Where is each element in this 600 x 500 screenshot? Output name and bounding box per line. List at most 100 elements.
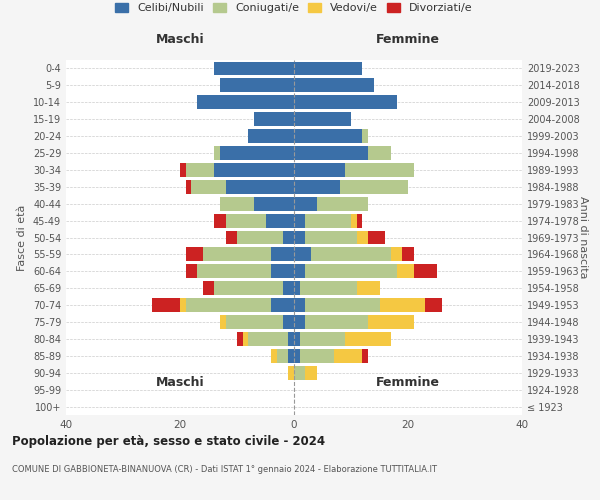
Bar [186,163,214,177]
Bar [220,78,294,92]
Bar [294,282,300,295]
Bar [283,315,294,329]
Bar [197,264,271,278]
Bar [294,264,305,278]
Bar [214,214,226,228]
Bar [151,298,180,312]
Bar [254,197,294,210]
Bar [294,112,351,126]
Bar [294,96,397,109]
Bar [294,197,317,210]
Bar [186,298,271,312]
Bar [220,146,294,160]
Bar [294,230,305,244]
Bar [289,366,294,380]
Text: Maschi: Maschi [155,376,205,389]
Text: Femmine: Femmine [376,33,440,46]
Bar [362,349,368,363]
Bar [414,264,437,278]
Bar [356,230,368,244]
Bar [294,366,305,380]
Bar [294,315,305,329]
Bar [311,248,391,262]
Bar [340,180,408,194]
Bar [356,214,362,228]
Bar [186,180,191,194]
Bar [226,315,283,329]
Bar [305,315,368,329]
Bar [294,248,311,262]
Bar [356,282,380,295]
Bar [289,349,294,363]
Bar [397,264,414,278]
Bar [226,180,294,194]
Y-axis label: Fasce di età: Fasce di età [17,204,27,270]
Bar [362,129,368,143]
Bar [203,282,214,295]
Bar [237,332,242,346]
Bar [294,163,346,177]
Bar [271,298,294,312]
Bar [186,248,203,262]
Y-axis label: Anni di nascita: Anni di nascita [578,196,588,279]
Bar [271,264,294,278]
Bar [294,214,305,228]
Bar [248,129,294,143]
Bar [368,230,385,244]
Bar [346,332,391,346]
Bar [294,129,362,143]
Bar [403,248,414,262]
Bar [305,366,317,380]
Bar [334,349,362,363]
Bar [220,315,226,329]
Bar [300,349,334,363]
Bar [368,146,391,160]
Bar [351,214,356,228]
Bar [294,298,305,312]
Bar [214,282,283,295]
Bar [271,349,277,363]
Text: COMUNE DI GABBIONETA-BINANUOVA (CR) - Dati ISTAT 1° gennaio 2024 - Elaborazione : COMUNE DI GABBIONETA-BINANUOVA (CR) - Da… [12,465,437,474]
Bar [305,264,397,278]
Bar [317,197,368,210]
Text: Maschi: Maschi [155,33,205,46]
Bar [197,96,294,109]
Bar [243,332,248,346]
Bar [289,332,294,346]
Bar [300,332,346,346]
Bar [226,230,237,244]
Bar [226,214,265,228]
Bar [248,332,289,346]
Text: Femmine: Femmine [376,376,440,389]
Bar [305,214,351,228]
Bar [305,298,380,312]
Bar [380,298,425,312]
Bar [237,230,283,244]
Bar [271,248,294,262]
Bar [214,62,294,76]
Bar [191,180,226,194]
Bar [186,264,197,278]
Bar [368,315,414,329]
Legend: Celibi/Nubili, Coniugati/e, Vedovi/e, Divorziati/e: Celibi/Nubili, Coniugati/e, Vedovi/e, Di… [111,0,477,18]
Text: Popolazione per età, sesso e stato civile - 2024: Popolazione per età, sesso e stato civil… [12,435,325,448]
Bar [346,163,414,177]
Bar [294,180,340,194]
Bar [294,62,362,76]
Bar [203,248,271,262]
Bar [220,197,254,210]
Bar [254,112,294,126]
Bar [294,78,374,92]
Bar [214,146,220,160]
Bar [265,214,294,228]
Bar [294,349,300,363]
Bar [283,282,294,295]
Bar [300,282,356,295]
Bar [294,146,368,160]
Bar [425,298,442,312]
Bar [214,163,294,177]
Bar [277,349,289,363]
Bar [180,298,186,312]
Bar [283,230,294,244]
Bar [294,332,300,346]
